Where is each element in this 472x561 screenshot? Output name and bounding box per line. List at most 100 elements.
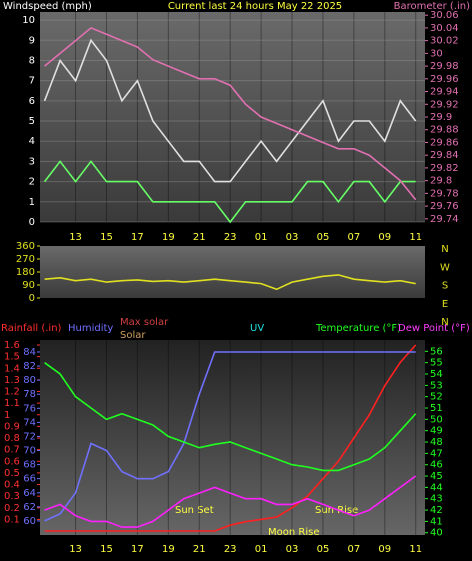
y3-tick-label: 84 xyxy=(23,347,36,358)
y3-tick-label: 76 xyxy=(23,403,36,414)
y2-tick-label: 30.04 xyxy=(430,23,459,34)
x-tick-label: 03 xyxy=(286,232,299,243)
plot-area xyxy=(40,12,425,222)
x-tick-label: 05 xyxy=(317,232,330,243)
y2-tick-label: 29.92 xyxy=(430,99,459,110)
y2-tick-label: 30.06 xyxy=(430,10,459,21)
y3-tick-label: 82 xyxy=(23,361,36,372)
y2-tick-label: 29.76 xyxy=(430,201,459,212)
y3-tick-label: 70 xyxy=(23,446,36,457)
x-tick-label: 13 xyxy=(69,544,82,555)
y-tick-label: 0.4 xyxy=(4,480,20,491)
y3-tick-label: 74 xyxy=(23,417,36,428)
y2-tick-label: 29.98 xyxy=(430,61,459,72)
y3-tick-label: 72 xyxy=(23,431,36,442)
annotation: Moon Rise xyxy=(268,527,319,538)
y2-axis-label: Temperature (°F) xyxy=(315,323,401,334)
y-tick-label: 8 xyxy=(29,55,35,66)
y-tick-label: 1 xyxy=(4,410,10,421)
y2-tick-label: 50 xyxy=(430,414,443,425)
y-tick-label: 90 xyxy=(22,280,35,291)
y-tick-label: 1.6 xyxy=(4,340,20,351)
y-tick-label: 0.2 xyxy=(4,503,20,514)
y2-tick-label: 29.96 xyxy=(430,74,459,85)
y3-tick-label: 60 xyxy=(23,516,36,527)
y2-tick-label: 29.82 xyxy=(430,163,459,174)
series-line xyxy=(44,475,417,528)
y2-tick-label: 51 xyxy=(430,403,443,414)
y2-tick-label: 53 xyxy=(430,380,443,391)
series-line xyxy=(43,38,417,183)
y-tick-label: 7 xyxy=(29,76,35,87)
chart-title: Current last 24 hours May 22 2025 xyxy=(168,1,342,12)
y-tick-label: 1 xyxy=(29,197,35,208)
direction-label: N xyxy=(441,317,448,328)
y2-tick-label: 46 xyxy=(430,460,443,471)
y-tick-label: 270 xyxy=(16,254,35,265)
x-tick-label: 07 xyxy=(348,232,361,243)
x-tick-label: 21 xyxy=(193,544,206,555)
y2-tick-label: 30 xyxy=(430,48,443,59)
y-tick-label: 0.7 xyxy=(4,445,20,456)
series-line xyxy=(43,160,416,224)
y-tick-label: 3 xyxy=(29,156,35,167)
annotation: Sun Set xyxy=(175,505,214,516)
y2-tick-label: 55 xyxy=(430,358,443,369)
legend-label: Solar xyxy=(120,330,146,341)
y2-tick-label: 47 xyxy=(430,448,443,459)
direction-label: W xyxy=(440,262,450,273)
y3-tick-label: 78 xyxy=(23,389,36,400)
series-line xyxy=(44,362,417,472)
direction-label: S xyxy=(442,281,448,292)
y3-tick-label: 80 xyxy=(23,375,36,386)
y2-tick-label: 56 xyxy=(430,346,443,357)
y-tick-label: 10 xyxy=(22,15,35,26)
x-tick-label: 09 xyxy=(378,544,391,555)
y-tick-label: 0.3 xyxy=(4,491,20,502)
y2-tick-label: 29.8 xyxy=(430,176,452,187)
y2-tick-label: 29.86 xyxy=(430,137,459,148)
x-tick-label: 03 xyxy=(286,544,299,555)
x-tick-label: 13 xyxy=(69,232,82,243)
y2-tick-label: 41 xyxy=(430,516,443,527)
y-tick-label: 0.8 xyxy=(4,433,20,444)
y2-tick-label: 29.9 xyxy=(430,112,452,123)
x-tick-label: 17 xyxy=(131,232,144,243)
plot-area xyxy=(40,246,425,298)
y2-tick-label: 49 xyxy=(430,426,443,437)
x-tick-label: 01 xyxy=(255,232,268,243)
x-tick-label: 09 xyxy=(378,232,391,243)
y-tick-label: 4 xyxy=(29,136,35,147)
x-tick-label: 11 xyxy=(409,232,422,243)
y-tick-label: 1.4 xyxy=(4,363,20,374)
x-tick-label: 01 xyxy=(255,544,268,555)
series-line xyxy=(44,274,416,291)
x-tick-label: 11 xyxy=(409,544,422,555)
y3-tick-label: 66 xyxy=(23,474,36,485)
y-tick-label: 0.6 xyxy=(4,456,20,467)
direction-label: E xyxy=(442,299,448,310)
x-tick-label: 19 xyxy=(162,544,175,555)
x-tick-label: 23 xyxy=(224,544,237,555)
y-tick-label: 2 xyxy=(29,177,35,188)
y-tick-label: 0 xyxy=(29,217,35,228)
x-tick-label: 23 xyxy=(224,232,237,243)
x-tick-label: 05 xyxy=(317,544,330,555)
y-tick-label: 360 xyxy=(16,241,35,252)
x-tick-label: 17 xyxy=(131,544,144,555)
y-tick-label: 180 xyxy=(16,267,35,278)
y-tick-label: 9 xyxy=(29,35,35,46)
series-line xyxy=(44,344,417,532)
y3-tick-label: 64 xyxy=(23,488,36,499)
direction-label: N xyxy=(441,244,448,255)
y2-tick-label: 52 xyxy=(430,392,443,403)
y2-tick-label: 42 xyxy=(430,505,443,516)
x-tick-label: 15 xyxy=(100,544,113,555)
legend-label: Dew Point (°F) xyxy=(398,323,470,334)
y-tick-label: 5 xyxy=(29,116,35,127)
y-tick-label: 1.1 xyxy=(4,398,20,409)
plot-area xyxy=(40,340,425,535)
annotation: Sun Rise xyxy=(315,505,358,516)
